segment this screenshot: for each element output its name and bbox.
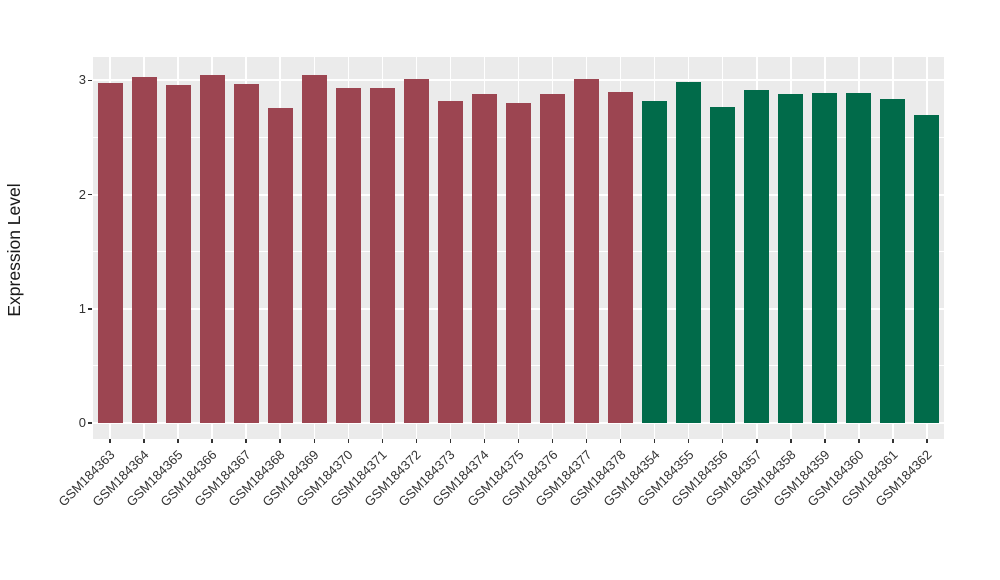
- bar-GSM184365: [165, 84, 191, 423]
- bar-GSM184369: [301, 74, 327, 423]
- bar-GSM184358: [778, 94, 804, 423]
- x-tick-mark: [653, 439, 656, 443]
- bar-GSM184378: [608, 91, 634, 423]
- bar-GSM184354: [642, 100, 668, 423]
- bar-GSM184357: [744, 89, 770, 423]
- x-tick-mark: [381, 439, 384, 443]
- x-tick-mark: [585, 439, 588, 443]
- y-tick-mark: [88, 308, 92, 310]
- x-tick-mark: [245, 439, 247, 443]
- x-tick-mark: [313, 439, 315, 443]
- x-tick-mark: [517, 439, 520, 443]
- y-tick-mark: [88, 422, 92, 424]
- bar-GSM184367: [233, 83, 259, 423]
- x-tick-mark: [687, 439, 690, 443]
- x-tick-mark: [721, 439, 724, 443]
- y-tick-label: 3: [78, 72, 86, 88]
- bar-GSM184373: [437, 100, 463, 423]
- bar-GSM184363: [97, 82, 123, 423]
- x-tick-mark: [483, 439, 486, 443]
- bar-GSM184356: [710, 106, 736, 423]
- bar-GSM184364: [131, 76, 157, 423]
- x-tick-mark: [824, 439, 826, 443]
- x-tick-mark: [449, 439, 452, 443]
- bar-GSM184375: [506, 103, 531, 423]
- x-tick-mark: [279, 439, 281, 443]
- x-tick-mark: [790, 439, 792, 443]
- bar-GSM184368: [267, 107, 293, 423]
- x-tick-mark: [415, 439, 418, 443]
- y-tick-mark: [88, 79, 92, 82]
- bar-GSM184376: [540, 94, 566, 423]
- x-tick-mark: [551, 439, 554, 443]
- x-tick-mark: [756, 439, 758, 443]
- x-tick-mark: [109, 439, 111, 443]
- bar-GSM184355: [676, 81, 702, 423]
- bar-GSM184377: [574, 79, 600, 423]
- x-tick-mark: [177, 439, 179, 443]
- plot-panel: [93, 57, 944, 439]
- x-tick-mark: [619, 439, 622, 443]
- bar-GSM184360: [846, 92, 872, 423]
- y-tick-label: 1: [78, 300, 86, 316]
- y-axis-title: Expression Level: [4, 183, 24, 317]
- x-tick-mark: [926, 439, 928, 443]
- bar-GSM184370: [335, 88, 361, 423]
- x-tick-mark: [143, 439, 145, 443]
- x-tick-mark: [211, 439, 213, 443]
- bar-GSM184359: [812, 92, 838, 423]
- bar-GSM184372: [403, 79, 429, 423]
- x-tick-mark: [347, 439, 350, 443]
- y-tick-label: 0: [78, 415, 86, 430]
- bar-GSM184374: [471, 94, 497, 423]
- bar-GSM184366: [199, 74, 225, 423]
- bar-GSM184361: [880, 98, 906, 423]
- y-tick-mark: [88, 193, 92, 196]
- bar-GSM184362: [914, 114, 940, 423]
- bar-GSM184371: [369, 88, 395, 423]
- y-tick-label: 2: [78, 186, 86, 202]
- x-tick-mark: [858, 439, 860, 443]
- x-tick-mark: [892, 439, 894, 443]
